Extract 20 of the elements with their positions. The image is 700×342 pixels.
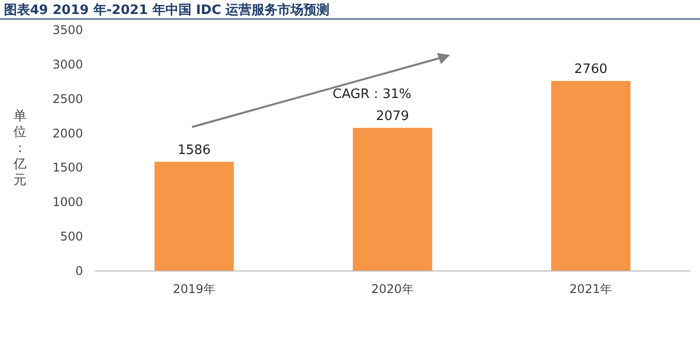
bar (154, 162, 234, 271)
data-label: 2760 (574, 62, 608, 77)
y-tick-label: 2000 (52, 126, 83, 140)
y-axis-title: 单位：亿元 (12, 109, 26, 188)
annotation: CAGR：31% (332, 87, 412, 102)
y-tick-label: 1000 (52, 195, 83, 210)
y-tick-label: 3000 (52, 57, 83, 72)
bar (352, 128, 432, 271)
y-tick-label: 1500 (52, 160, 83, 175)
y-tick-label: 3500 (52, 23, 83, 37)
y-tick-label: 0 (75, 264, 83, 278)
chart-title: 图表49 2019 年-2021 年中国 IDC 运营服务市场预测 (4, 2, 330, 18)
data-label: 1586 (178, 142, 211, 158)
y-tick-label: 2500 (52, 92, 83, 106)
x-tick-label: 2020年 (371, 282, 414, 296)
x-tick-label: 2019年 (172, 282, 216, 296)
x-tick-label: 2021年 (570, 282, 612, 296)
data-label: 2079 (376, 108, 410, 124)
y-tick-label: 500 (60, 230, 83, 244)
bar (551, 80, 630, 271)
